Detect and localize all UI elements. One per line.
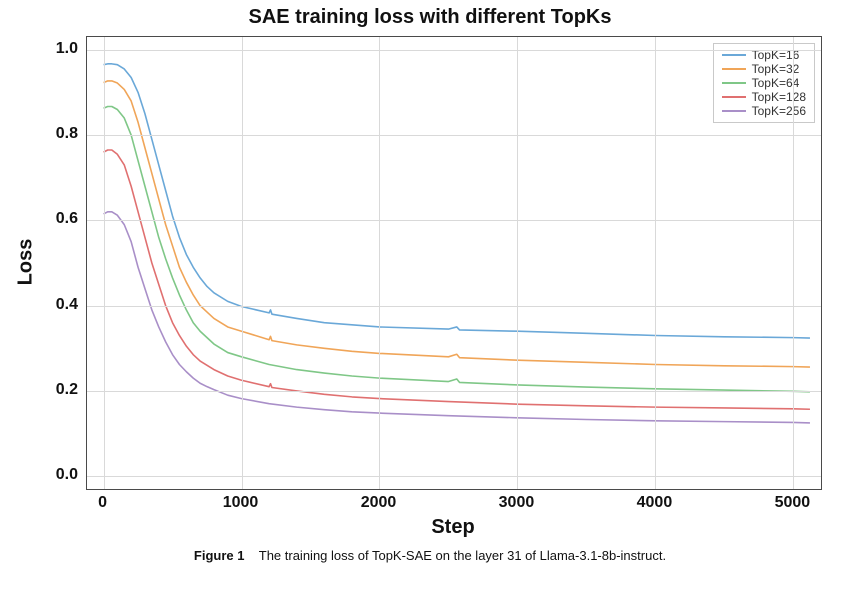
legend-swatch <box>722 96 746 98</box>
series-line <box>104 150 810 409</box>
x-tick-label: 5000 <box>775 494 811 512</box>
y-tick-label: 0.0 <box>48 466 78 484</box>
y-tick-label: 1.0 <box>48 40 78 58</box>
y-tick-label: 0.2 <box>48 381 78 399</box>
legend-label: TopK=32 <box>752 62 800 76</box>
x-axis-label: Step <box>431 516 474 539</box>
caption-body: The training loss of TopK-SAE on the lay… <box>259 548 666 563</box>
y-axis-label: Loss <box>15 239 38 286</box>
gridline-h <box>87 50 821 51</box>
y-tick-label: 0.8 <box>48 125 78 143</box>
gridline-v <box>517 37 518 489</box>
x-tick-label: 2000 <box>361 494 397 512</box>
legend-swatch <box>722 54 746 56</box>
legend-swatch <box>722 110 746 112</box>
legend-swatch <box>722 68 746 70</box>
chart-title: SAE training loss with different TopKs <box>0 6 860 29</box>
gridline-h <box>87 220 821 221</box>
gridline-v <box>655 37 656 489</box>
gridline-v <box>379 37 380 489</box>
gridline-v <box>242 37 243 489</box>
figure-label: Figure 1 <box>194 548 245 563</box>
gridline-v <box>104 37 105 489</box>
figure-container: SAE training loss with different TopKs T… <box>0 0 860 592</box>
gridline-h <box>87 135 821 136</box>
series-line <box>104 64 810 338</box>
gridline-v <box>793 37 794 489</box>
figure-caption: Figure 1 The training loss of TopK-SAE o… <box>0 548 860 563</box>
x-tick-label: 3000 <box>499 494 535 512</box>
legend-label: TopK=256 <box>752 104 806 118</box>
series-line <box>104 107 810 392</box>
x-tick-label: 0 <box>98 494 107 512</box>
legend-label: TopK=128 <box>752 90 806 104</box>
gridline-h <box>87 391 821 392</box>
x-tick-label: 1000 <box>223 494 259 512</box>
caption-text <box>248 548 255 563</box>
legend: TopK=16TopK=32TopK=64TopK=128TopK=256 <box>713 43 815 123</box>
chart-lines <box>87 37 821 489</box>
legend-label: TopK=64 <box>752 76 800 90</box>
y-tick-label: 0.6 <box>48 210 78 228</box>
x-tick-label: 4000 <box>637 494 673 512</box>
plot-area: TopK=16TopK=32TopK=64TopK=128TopK=256 <box>86 36 822 490</box>
gridline-h <box>87 306 821 307</box>
series-line <box>104 81 810 367</box>
legend-swatch <box>722 82 746 84</box>
gridline-h <box>87 476 821 477</box>
y-tick-label: 0.4 <box>48 296 78 314</box>
